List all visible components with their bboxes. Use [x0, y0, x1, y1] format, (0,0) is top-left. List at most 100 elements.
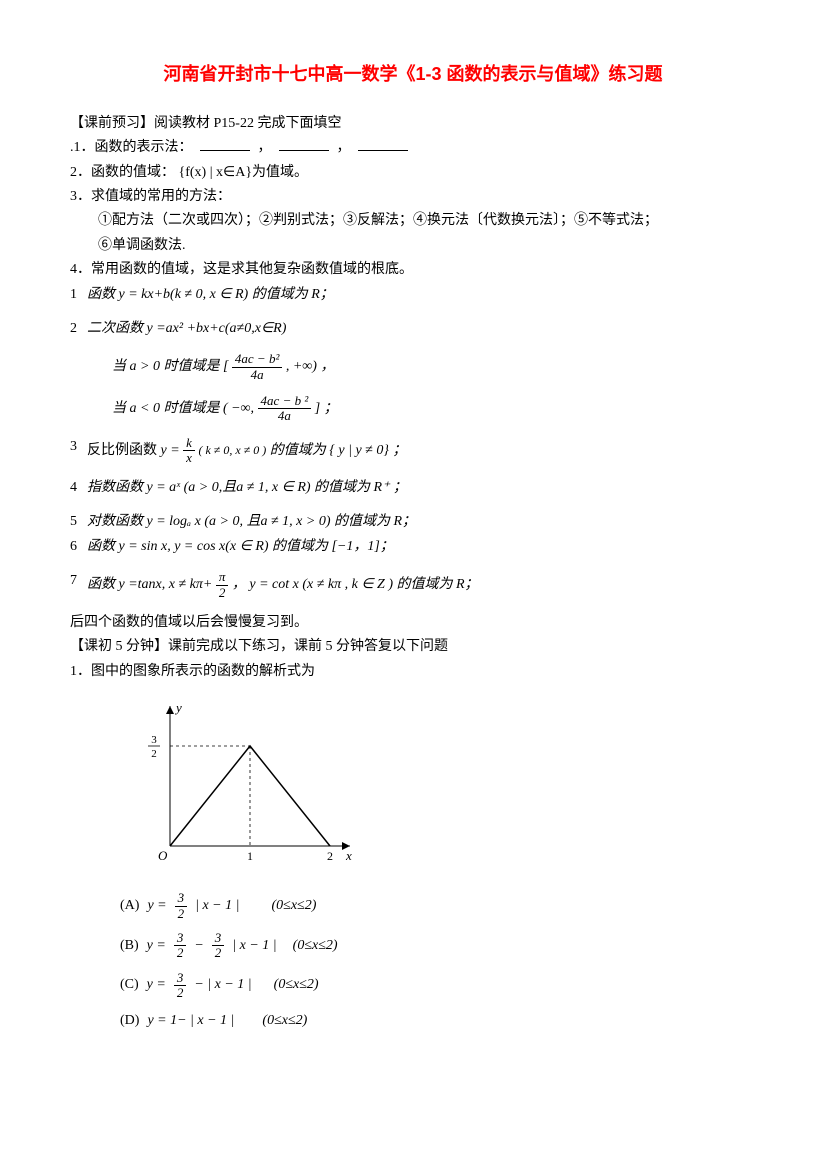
sub-3-eq-l: y =: [161, 443, 184, 458]
sub-7-frac-den: 2: [216, 586, 229, 600]
blank-3: [358, 137, 408, 151]
sub-3-frac: k x: [183, 436, 195, 466]
option-c-range: (0≤x≤2): [274, 974, 319, 996]
page-title: 河南省开封市十七中高一数学《1-3 函数的表示与值域》练习题: [70, 60, 756, 89]
option-b-frac1: 3 2: [174, 931, 187, 961]
svg-text:x: x: [345, 848, 352, 863]
sub-7-pre: 函数 y =tanx, x ≠ kπ+: [87, 577, 212, 592]
option-b-pre: y =: [147, 935, 166, 957]
option-b-post: | x − 1 |: [232, 935, 276, 957]
sub-2a-pre: 当 a > 0 时值域是 [: [112, 359, 228, 374]
item-3-sub: ①配方法（二次或四次）；②判别式法；③反解法；④换元法〔代数换元法〕；⑤不等式法…: [70, 210, 756, 232]
option-b-mid: −: [194, 935, 203, 957]
sub-4-text: 指数函数 y = aˣ (a > 0,且a ≠ 1, x ∈ R) 的值域为 R…: [87, 477, 756, 499]
sub-3-num: 3: [70, 436, 77, 466]
option-c-frac-num: 3: [174, 971, 187, 986]
option-d-range: (0≤x≤2): [262, 1010, 307, 1032]
option-b-range: (0≤x≤2): [293, 935, 338, 957]
svg-text:y: y: [174, 700, 182, 715]
sub-2b-frac-den: 4a: [258, 409, 312, 423]
question-1: 1．图中的图象所表示的函数的解析式为: [70, 661, 756, 683]
option-b-frac2-num: 3: [212, 931, 225, 946]
item-1-prefix: .1．函数的表示法：: [70, 140, 193, 155]
option-b-frac2-den: 2: [212, 946, 225, 960]
sub-7-frac-num: π: [216, 570, 229, 585]
svg-text:3: 3: [151, 734, 157, 746]
sub-3-frac-num: k: [183, 436, 195, 451]
sub-3-pre: 反比例函数: [87, 443, 161, 458]
option-b-label: (B): [120, 935, 139, 957]
svg-text:O: O: [158, 848, 168, 863]
sub-2a-frac-num: 4ac − b²: [232, 352, 282, 367]
sub-3-post: 的值域为 { y | y ≠ 0} ；: [270, 443, 407, 458]
item-1: .1．函数的表示法： ， ，: [70, 137, 756, 159]
sub-6-num: 6: [70, 536, 77, 558]
five-min-heading: 【课初 5 分钟】课前完成以下练习，课前 5 分钟答复以下问题: [70, 636, 756, 658]
option-a-pre: y =: [147, 895, 166, 917]
blank-1: [200, 137, 250, 151]
sub-2b-frac-num: 4ac − b ²: [258, 394, 312, 409]
item-3-sub2: ⑥单调函数法.: [70, 235, 756, 257]
item-4: 4．常用函数的值域，这是求其他复杂函数值域的根底。: [70, 259, 756, 281]
svg-text:1: 1: [247, 849, 253, 863]
sub-3-frac-den: x: [183, 451, 195, 465]
answer-options: (A) y = 3 2 | x − 1 | (0≤x≤2) (B) y = 3 …: [70, 891, 756, 1032]
option-a: (A) y = 3 2 | x − 1 | (0≤x≤2): [120, 891, 756, 921]
sub-7-num: 7: [70, 570, 77, 600]
sub-4-num: 4: [70, 477, 77, 499]
sub-7-content: 函数 y =tanx, x ≠ kπ+ π 2 ， y = cot x (x ≠…: [87, 570, 756, 600]
svg-text:2: 2: [151, 748, 157, 760]
sub-3-cond: ( k ≠ 0, x ≠ 0 ): [198, 443, 266, 457]
sub-2a-post: , +∞) ，: [286, 359, 335, 374]
sep-2: ，: [337, 140, 351, 155]
blank-2: [279, 137, 329, 151]
sub-5-num: 5: [70, 511, 77, 533]
sub-7-mid: ， y = cot x (x ≠ kπ , k ∈ Z ) 的值域为 R；: [232, 577, 479, 592]
option-c-label: (C): [120, 974, 139, 996]
note-line: 后四个函数的值域以后会慢慢复习到。: [70, 612, 756, 634]
option-a-frac: 3 2: [175, 891, 188, 921]
function-graph: Ox y 1 2 3 2: [140, 691, 360, 871]
option-c-frac-den: 2: [174, 986, 187, 1000]
sub-3: 3 反比例函数 y = k x ( k ≠ 0, x ≠ 0 ) 的值域为 { …: [70, 436, 756, 466]
item-3: 3．求值域的常用的方法：: [70, 186, 756, 208]
sub-4: 4 指数函数 y = aˣ (a > 0,且a ≠ 1, x ∈ R) 的值域为…: [70, 477, 756, 499]
sub-3-content: 反比例函数 y = k x ( k ≠ 0, x ≠ 0 ) 的值域为 { y …: [87, 436, 756, 466]
option-a-frac-den: 2: [175, 907, 188, 921]
option-a-post: | x − 1 |: [195, 895, 239, 917]
option-b-frac2: 3 2: [212, 931, 225, 961]
option-a-label: (A): [120, 895, 139, 917]
option-b: (B) y = 3 2 − 3 2 | x − 1 | (0≤x≤2): [120, 931, 756, 961]
sub-2-text: 二次函数 y =ax² +bx+c(a≠0,x∈R): [87, 318, 756, 340]
sub-2b-frac: 4ac − b ² 4a: [258, 394, 312, 424]
sub-2-num: 2: [70, 318, 77, 340]
option-c-pre: y =: [147, 974, 166, 996]
sub-6-text: 函数 y = sin x, y = cos x(x ∈ R) 的值域为 [−1，…: [87, 536, 756, 558]
sub-2a: 当 a > 0 时值域是 [ 4ac − b² 4a , +∞) ，: [70, 352, 756, 382]
option-b-frac1-num: 3: [174, 931, 187, 946]
option-a-frac-num: 3: [175, 891, 188, 906]
item-2: 2．函数的值域： {f(x) | x∈A}为值域。: [70, 162, 756, 184]
svg-text:2: 2: [327, 849, 333, 863]
sub-7-frac: π 2: [216, 570, 229, 600]
sub-2a-frac-den: 4a: [232, 368, 282, 382]
sub-7: 7 函数 y =tanx, x ≠ kπ+ π 2 ， y = cot x (x…: [70, 570, 756, 600]
sub-5: 5 对数函数 y = logₐ x (a > 0, 且a ≠ 1, x > 0)…: [70, 511, 756, 533]
sub-6: 6 函数 y = sin x, y = cos x(x ∈ R) 的值域为 [−…: [70, 536, 756, 558]
option-d-label: (D): [120, 1010, 139, 1032]
sub-1-text: 函数 y = kx+b(k ≠ 0, x ∈ R) 的值域为 R；: [87, 284, 756, 306]
option-b-frac1-den: 2: [174, 946, 187, 960]
option-c-post: − | x − 1 |: [194, 974, 251, 996]
option-d: (D) y = 1− | x − 1 | (0≤x≤2): [120, 1010, 756, 1032]
sub-2: 2 二次函数 y =ax² +bx+c(a≠0,x∈R): [70, 318, 756, 340]
sub-2b-pre: 当 a < 0 时值域是 ( −∞,: [112, 401, 258, 416]
sep-1: ，: [258, 140, 272, 155]
option-c-frac: 3 2: [174, 971, 187, 1001]
option-d-eq: y = 1− | x − 1 |: [147, 1010, 234, 1032]
sub-2b: 当 a < 0 时值域是 ( −∞, 4ac − b ² 4a ] ；: [70, 394, 756, 424]
sub-1: 1 函数 y = kx+b(k ≠ 0, x ∈ R) 的值域为 R；: [70, 284, 756, 306]
sub-2b-post: ] ；: [315, 401, 338, 416]
sub-1-num: 1: [70, 284, 77, 306]
sub-2a-frac: 4ac − b² 4a: [232, 352, 282, 382]
sub-5-text: 对数函数 y = logₐ x (a > 0, 且a ≠ 1, x > 0) 的…: [87, 511, 756, 533]
